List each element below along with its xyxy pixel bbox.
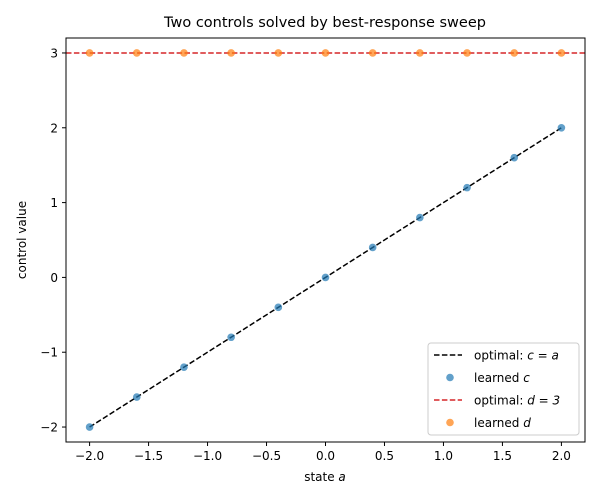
plot-area: [66, 49, 585, 431]
legend-marker-3: [446, 418, 454, 427]
series-1-point-5: [321, 273, 330, 282]
legend-label-0: optimal: c = a: [474, 349, 559, 363]
series-3-point-3: [227, 49, 235, 57]
y-axis: −2 −1 0 1 2 3: [40, 46, 66, 435]
y-tick-label-3: 1: [50, 196, 58, 210]
series-3-point-10: [557, 49, 566, 57]
series-1-point-4: [274, 303, 283, 312]
series-1-point-9: [510, 153, 519, 162]
series-3-point-7: [416, 49, 424, 57]
series-1-point-10: [557, 123, 566, 132]
legend-box: [427, 342, 580, 436]
legend-label-2: optimal: d = 3: [474, 394, 560, 408]
y-tick-label-1: −1: [40, 346, 58, 360]
series-1-point-8: [463, 183, 471, 192]
legend-label-3: learned d: [474, 416, 531, 430]
series-3-point-5: [321, 49, 330, 57]
x-tick-label-7: 1.5: [493, 449, 512, 463]
x-tick-label-6: 1.0: [434, 449, 453, 463]
series-1-point-7: [416, 213, 424, 222]
series-1-point-1: [132, 393, 141, 401]
x-tick-label-5: 0.5: [375, 449, 394, 463]
x-tick-label-0: −2.0: [75, 449, 104, 463]
series-1-point-3: [227, 333, 235, 342]
series-3-point-2: [180, 49, 188, 57]
legend-label-1: learned c: [474, 371, 530, 385]
legend: optimal: c = a learned c optimal: d = 3 lea…: [427, 342, 580, 436]
y-tick-label-5: 3: [50, 46, 58, 60]
y-axis-label: control value: [15, 201, 29, 279]
series-1-point-6: [368, 243, 377, 252]
legend-marker-1: [446, 373, 454, 382]
x-axis: −2.0 −1.5 −1.0 −0.5 0.0 0.5 1.0 1.5 2.0: [75, 442, 571, 463]
x-tick-label-1: −1.5: [134, 449, 163, 463]
x-tick-label-4: 0.0: [316, 449, 335, 463]
y-tick-label-2: 0: [50, 271, 58, 285]
series-3-point-8: [463, 49, 471, 57]
x-tick-label-3: −0.5: [252, 449, 281, 463]
x-tick-label-2: −1.0: [193, 449, 222, 463]
series-3-point-4: [274, 49, 283, 57]
x-axis-label: state a: [304, 470, 346, 484]
chart-title: Two controls solved by best-response swe…: [163, 15, 486, 31]
y-tick-label-0: −2: [40, 421, 58, 435]
series-3-point-6: [368, 49, 377, 57]
series-3-point-9: [510, 49, 519, 57]
series-1-point-0: [85, 423, 94, 431]
series-3-point-0: [85, 49, 94, 57]
series-3-point-1: [132, 49, 141, 57]
series-1-point-2: [180, 363, 188, 371]
x-tick-label-8: 2.0: [552, 449, 571, 463]
y-tick-label-4: 2: [50, 121, 58, 135]
